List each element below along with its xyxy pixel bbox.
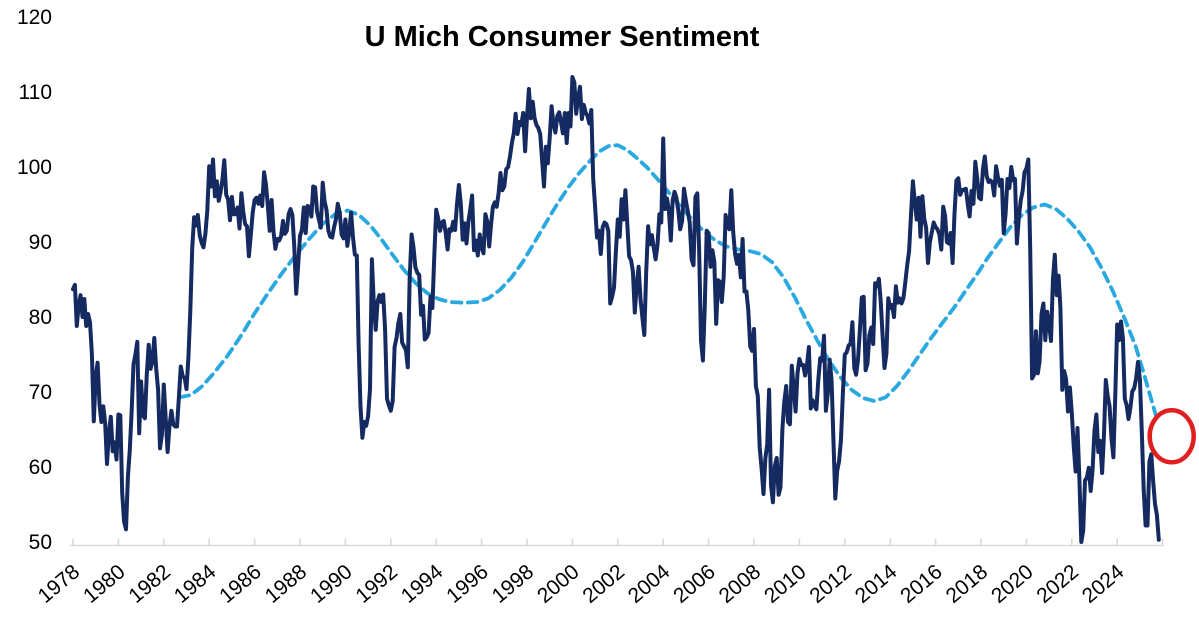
y-tick-label: 60 (29, 456, 52, 479)
x-tick-label: 2016 (896, 560, 947, 608)
y-tick-label: 90 (29, 231, 52, 254)
x-tick-label: 2002 (578, 560, 629, 608)
x-tick-label: 2008 (715, 560, 766, 608)
y-tick-label: 50 (29, 531, 52, 554)
highlight-circle (1147, 408, 1196, 465)
x-tick-label: 1984 (170, 560, 221, 608)
x-tick-label: 2004 (624, 560, 675, 608)
x-tick-label: 2000 (533, 560, 584, 608)
x-tick-label: 1996 (442, 560, 493, 608)
x-tick-label: 1994 (397, 560, 448, 608)
x-tick-label: 1988 (261, 560, 312, 608)
y-tick-label: 70 (29, 381, 52, 404)
x-tick-label: 2012 (805, 560, 856, 608)
x-tick-label: 1978 (34, 560, 85, 608)
y-tick-label: 120 (17, 6, 52, 29)
x-axis: 1978198019821984198619881990199219941996… (34, 538, 1164, 608)
sentiment-line (71, 75, 1161, 544)
x-tick-label: 2018 (942, 560, 993, 608)
y-tick-label: 80 (29, 306, 52, 329)
x-tick-label: 2006 (669, 560, 720, 608)
x-tick-label: 1992 (351, 560, 402, 608)
x-tick-label: 1998 (488, 560, 539, 608)
x-tick-label: 1990 (306, 560, 357, 608)
x-tick-label: 1986 (215, 560, 266, 608)
x-tick-label: 1980 (79, 560, 130, 608)
trend-dashed-line (177, 143, 1159, 421)
y-axis: 120 110 100 90 80 70 60 50 (17, 6, 52, 554)
x-tick-label: 1982 (124, 560, 175, 608)
x-tick-label: 2010 (760, 560, 811, 608)
y-tick-label: 110 (19, 81, 52, 104)
y-tick-label: 100 (17, 156, 52, 179)
x-tick-label: 2014 (851, 560, 902, 608)
x-tick-label: 2024 (1078, 560, 1129, 608)
x-tick-label: 2022 (1032, 560, 1083, 608)
chart-title: U Mich Consumer Sentiment (365, 21, 760, 53)
x-tick-label: 2020 (987, 560, 1038, 608)
